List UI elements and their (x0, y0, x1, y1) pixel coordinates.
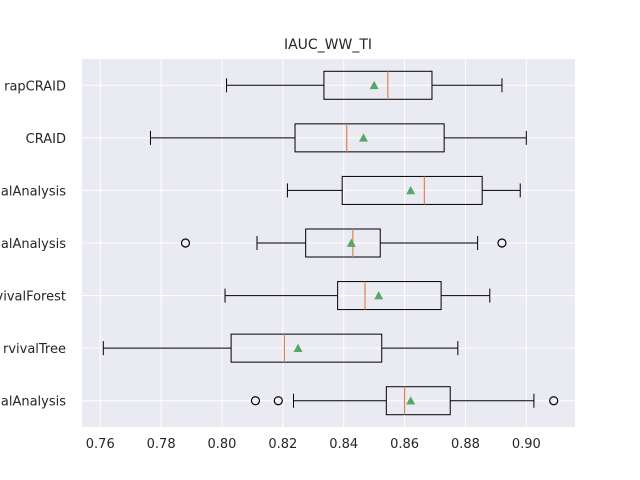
mean-marker (346, 238, 356, 247)
box-iqr (230, 333, 383, 363)
mean-marker (358, 133, 368, 142)
box-item (180, 228, 507, 258)
mean-marker (293, 343, 303, 352)
box-item (226, 70, 503, 100)
y-tick-label: rapCRAID (4, 79, 66, 94)
outlier-point (180, 238, 191, 248)
y-tick-label: alAnalysis (1, 184, 66, 199)
x-tick-label: 0.88 (451, 437, 480, 452)
outlier-point (273, 396, 283, 406)
box-item (149, 123, 527, 153)
chart-title: IAUC_WW_TI (284, 37, 372, 53)
box-item (286, 175, 521, 205)
outlier-point (250, 396, 261, 406)
box-item (102, 333, 459, 363)
x-tick-label: 0.76 (86, 437, 115, 452)
x-tick-label: 0.90 (512, 437, 541, 452)
box-series (102, 70, 559, 416)
outlier-point (549, 396, 559, 406)
mean-marker (406, 185, 416, 195)
x-tick-label: 0.86 (390, 437, 419, 452)
x-tick-label: 0.80 (208, 437, 237, 452)
x-tick-label: 0.82 (268, 437, 297, 452)
y-tick-label: alAnalysis (1, 395, 66, 410)
x-tick-label: 0.84 (329, 437, 358, 452)
mean-marker (406, 396, 416, 405)
y-tick-label: CRAID (26, 132, 66, 147)
y-tick-label: alAnalysis (1, 237, 66, 252)
box-iqr (323, 70, 433, 100)
y-tick-label: rvivalTree (3, 342, 66, 357)
box-item (250, 386, 559, 416)
box-item (224, 281, 491, 311)
mean-marker (374, 291, 384, 300)
y-tick-label: vivalForest (0, 290, 66, 305)
box-iqr (337, 281, 442, 311)
box-iqr (305, 228, 381, 258)
mean-marker (369, 80, 379, 90)
box-iqr (385, 386, 451, 416)
x-tick-label: 0.78 (147, 437, 176, 452)
box-iqr (341, 175, 483, 205)
box-iqr (294, 123, 445, 153)
outlier-point (497, 238, 507, 248)
axis-labels: 0.76 0.78 0.80 0.82 0.84 0.86 0.88 0.90 rapCRAID… (0, 79, 541, 452)
